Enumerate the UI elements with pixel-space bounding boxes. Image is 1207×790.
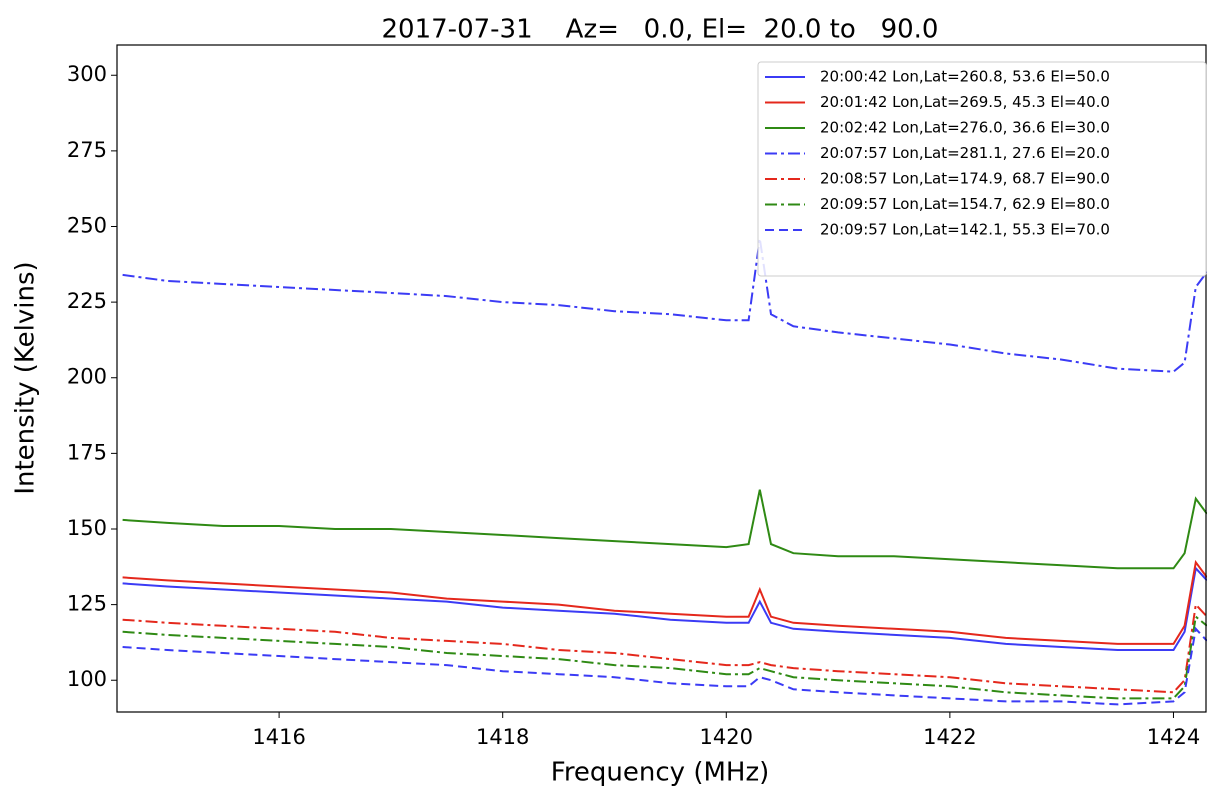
y-tick-label: 250	[67, 213, 107, 237]
series-line	[122, 566, 1207, 651]
y-tick-label: 100	[67, 667, 107, 691]
x-tick-label: 1422	[923, 725, 976, 749]
series-line	[122, 489, 1207, 570]
x-tick-label: 1424	[1147, 725, 1200, 749]
plot-frame	[116, 44, 1207, 713]
y-tick-label: 300	[67, 62, 107, 86]
x-tick-label: 1416	[252, 725, 305, 749]
series-line	[122, 602, 1207, 694]
legend-label: 20:08:57 Lon,Lat=174.9, 68.7 El=90.0	[820, 170, 1110, 188]
legend-label: 20:02:42 Lon,Lat=276.0, 36.6 El=30.0	[820, 119, 1110, 137]
legend-label: 20:00:42 Lon,Lat=260.8, 53.6 El=50.0	[820, 68, 1110, 86]
legend-label: 20:01:42 Lon,Lat=269.5, 45.3 El=40.0	[820, 93, 1110, 111]
y-tick-label: 175	[67, 440, 107, 464]
legend-label: 20:09:57 Lon,Lat=142.1, 55.3 El=70.0	[820, 221, 1110, 239]
x-tick-label: 1418	[476, 725, 529, 749]
plot-lines	[122, 238, 1207, 706]
legend-label: 20:09:57 Lon,Lat=154.7, 62.9 El=80.0	[820, 195, 1110, 213]
y-tick-label: 125	[67, 592, 107, 616]
y-tick-label: 150	[67, 516, 107, 540]
y-tick-label: 200	[67, 365, 107, 389]
legend-box	[757, 61, 1207, 277]
y-tick-label: 225	[67, 289, 107, 313]
y-axis-label: Intensity (Kelvins)	[11, 261, 41, 494]
chart-title: 2017-07-31 Az= 0.0, El= 20.0 to 90.0	[382, 15, 939, 45]
series-line	[122, 614, 1207, 700]
legend: 20:00:42 Lon,Lat=260.8, 53.6 El=50.0 20:0…	[765, 68, 1110, 239]
series-line	[122, 626, 1207, 706]
x-tick-label: 1420	[700, 725, 753, 749]
legend-label: 20:07:57 Lon,Lat=281.1, 27.6 El=20.0	[820, 144, 1110, 162]
y-tick-label: 275	[67, 138, 107, 162]
series-line	[122, 559, 1207, 645]
x-axis-label: Frequency (MHz)	[551, 758, 770, 788]
series-line	[122, 238, 1207, 373]
